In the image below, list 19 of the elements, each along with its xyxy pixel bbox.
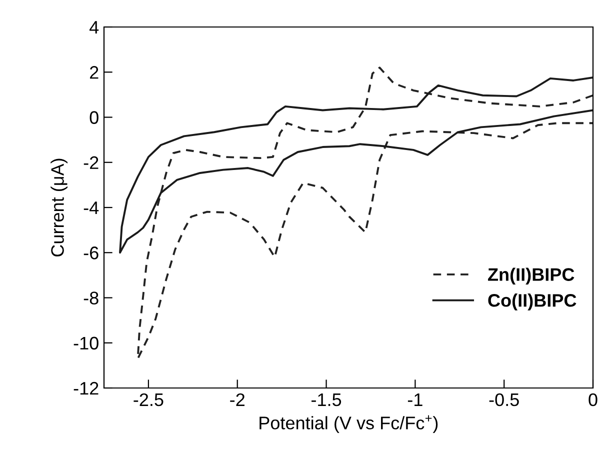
y-tick-label: -8 — [84, 292, 98, 304]
x-tick-label: 0 — [588, 393, 598, 406]
y-axis-title: Current (μA) — [50, 158, 68, 256]
x-tick-label: -1.5 — [312, 394, 342, 406]
y-tick-label: 0 — [90, 111, 98, 124]
y-tick-label: -10 — [74, 336, 98, 350]
legend-label: Zn(II)BIPC — [488, 268, 574, 285]
y-tick-label: 4 — [90, 21, 99, 34]
x-tick-label: -0.5 — [489, 393, 519, 406]
y-tick-label: -4 — [84, 202, 99, 214]
legend-label: Co(II)BIPC — [488, 294, 576, 310]
x-tick-label: -1 — [408, 394, 422, 406]
y-tick-label: -2 — [84, 156, 98, 169]
y-tick-label: -6 — [84, 246, 98, 260]
x-tick-label: -2 — [230, 393, 244, 406]
y-tick-label: -12 — [74, 382, 98, 395]
y-tick-label: 2 — [90, 66, 98, 79]
x-tick-label: -2.5 — [134, 393, 164, 406]
x-axis-title: Potential (V vs Fc/Fc$^{+}$) — [260, 415, 438, 433]
